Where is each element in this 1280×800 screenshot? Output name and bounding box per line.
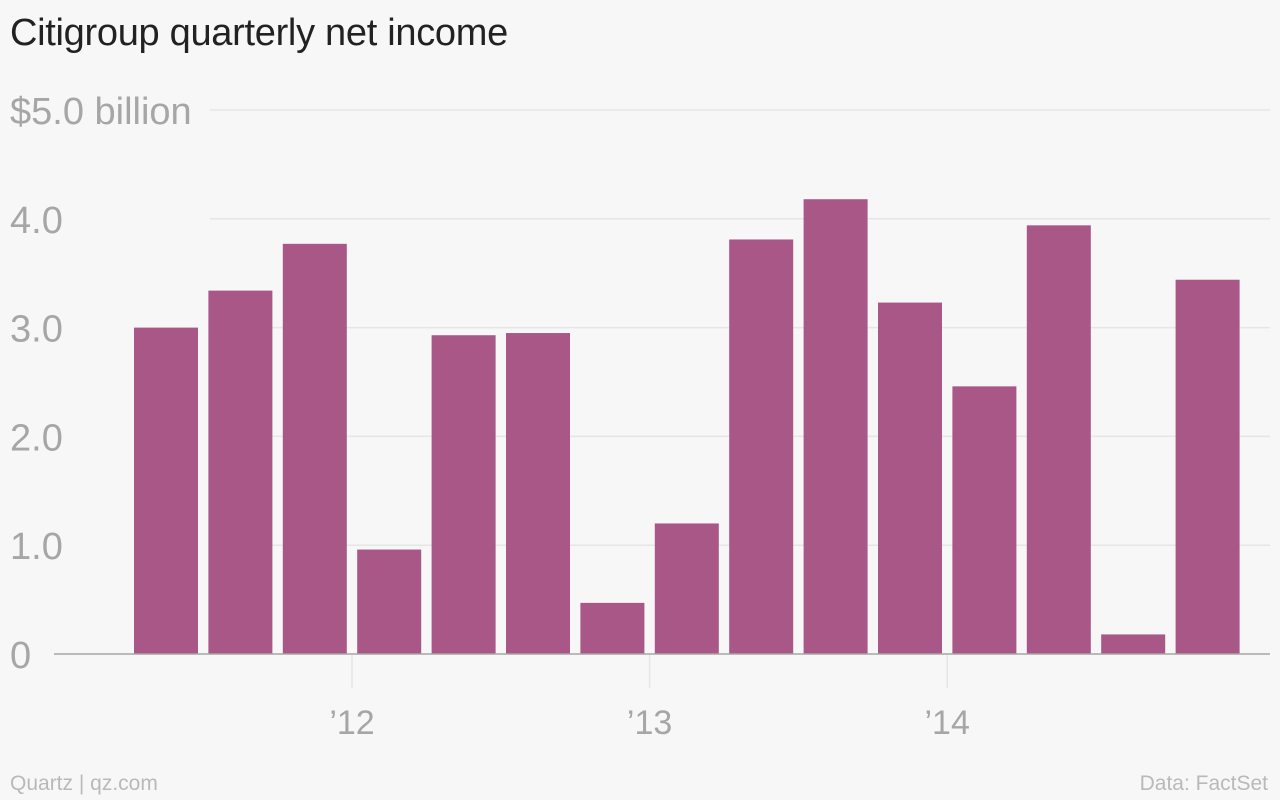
bar bbox=[208, 290, 273, 654]
bar bbox=[729, 239, 794, 655]
bar bbox=[878, 302, 942, 654]
bar bbox=[952, 386, 1017, 654]
y-tick-label: 1.0 bbox=[10, 526, 63, 568]
y-tick-label: 4.0 bbox=[10, 200, 63, 242]
source-credit: Quartz | qz.com bbox=[10, 772, 158, 795]
bar bbox=[431, 335, 496, 654]
bar bbox=[134, 327, 198, 654]
x-tick-label: ’12 bbox=[329, 704, 374, 742]
bar bbox=[1026, 225, 1091, 654]
bar bbox=[1175, 279, 1240, 654]
x-tick-label: ’14 bbox=[925, 704, 970, 742]
y-tick-label: 2.0 bbox=[10, 417, 63, 459]
bar bbox=[357, 549, 422, 654]
bars bbox=[134, 199, 1240, 655]
y-tick-label: 3.0 bbox=[10, 309, 63, 351]
y-axis-labels: 0 1.0 2.0 3.0 4.0 $5.0 billion bbox=[10, 91, 192, 677]
x-axis-ticks: ’12 ’13 ’14 bbox=[329, 655, 970, 742]
chart-title: Citigroup quarterly net income bbox=[10, 12, 508, 54]
data-source: Data: FactSet bbox=[1139, 772, 1268, 795]
bar bbox=[506, 333, 570, 654]
bar bbox=[1101, 634, 1166, 654]
bar bbox=[803, 199, 868, 654]
bar bbox=[282, 243, 347, 654]
bar bbox=[580, 602, 645, 654]
y-tick-label: 0 bbox=[10, 635, 31, 677]
y-tick-label: $5.0 billion bbox=[10, 91, 192, 133]
x-tick-label: ’13 bbox=[627, 704, 672, 742]
bar bbox=[654, 523, 719, 654]
